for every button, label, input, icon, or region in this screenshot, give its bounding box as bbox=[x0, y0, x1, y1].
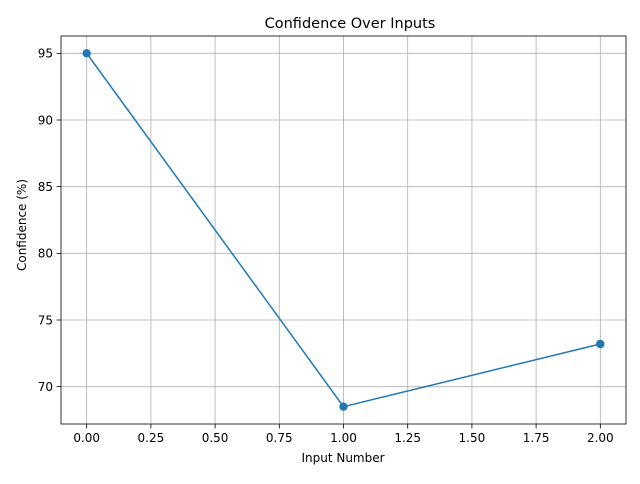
y-tick-label: 80 bbox=[38, 247, 53, 261]
data-point-marker bbox=[82, 49, 91, 58]
data-point-marker bbox=[596, 339, 605, 349]
x-tick-label: 0.25 bbox=[138, 431, 165, 445]
x-tick-label: 1.00 bbox=[330, 431, 357, 445]
x-tick-label: 2.00 bbox=[587, 431, 614, 445]
chart-title: Confidence Over Inputs bbox=[265, 16, 436, 32]
y-tick-label: 85 bbox=[38, 180, 53, 194]
y-axis-label: Confidence (%) bbox=[15, 179, 29, 271]
x-tick-label: 0.00 bbox=[73, 431, 100, 445]
x-tick-label: 0.75 bbox=[266, 431, 293, 445]
x-ticks: 0.00 0.25 0.50 0.75 1.00 1.25 1.50 1.75 2.00 bbox=[73, 424, 614, 445]
y-tick-label: 75 bbox=[38, 313, 53, 327]
grid-lines bbox=[61, 36, 626, 424]
series-layer bbox=[82, 49, 605, 411]
x-tick-label: 1.25 bbox=[394, 431, 421, 445]
y-ticks: 70 75 80 85 90 95 bbox=[38, 47, 61, 394]
x-tick-label: 0.50 bbox=[202, 431, 229, 445]
y-tick-label: 70 bbox=[38, 380, 53, 394]
y-tick-label: 95 bbox=[38, 47, 53, 61]
x-tick-label: 1.75 bbox=[523, 431, 550, 445]
data-point-marker bbox=[339, 402, 348, 411]
y-tick-label: 90 bbox=[38, 113, 53, 127]
x-tick-label: 1.50 bbox=[459, 431, 486, 445]
x-axis-label: Input Number bbox=[301, 451, 384, 465]
